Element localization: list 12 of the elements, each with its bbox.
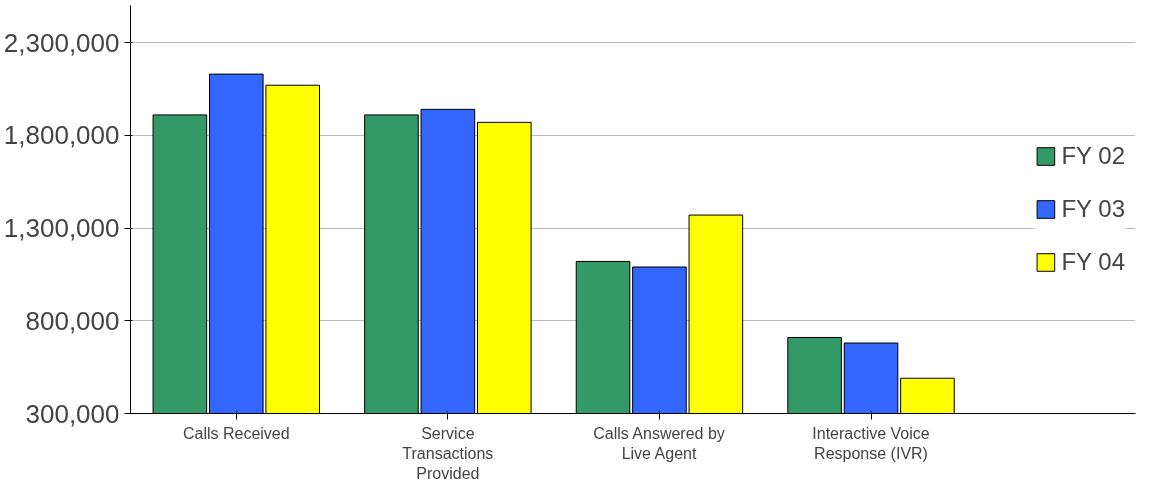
x-tick-label: Calls Answered by Live Agent — [593, 424, 725, 462]
x-tick-label: Service Transactions Provided — [402, 424, 494, 483]
legend-label: FY 03 — [1061, 195, 1125, 223]
x-tick-label: Calls Received — [182, 424, 290, 442]
legend-label: FY 04 — [1061, 248, 1125, 276]
legend-label: FY 02 — [1061, 142, 1125, 170]
y-tick-label: 300,000 — [25, 398, 120, 429]
y-tick-label: 1,300,000 — [3, 213, 120, 244]
y-tick-label: 1,800,000 — [3, 120, 120, 151]
y-tick-label: 2,300,000 — [3, 27, 120, 58]
y-tick-label: 800,000 — [25, 305, 120, 336]
x-tick-label: Interactive Voice Response (IVR) — [812, 424, 930, 462]
